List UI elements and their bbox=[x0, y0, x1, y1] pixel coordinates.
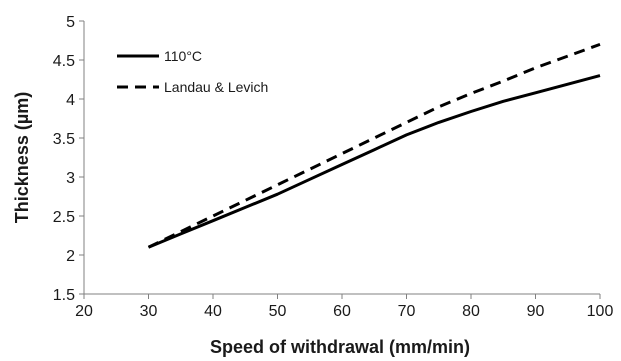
x-tick-label: 30 bbox=[140, 303, 158, 320]
y-tick-label: 3 bbox=[66, 170, 75, 187]
y-axis-title: Thickness (µm) bbox=[12, 92, 32, 223]
legend-label-landau-levich: Landau & Levich bbox=[164, 79, 268, 95]
x-tick-label: 20 bbox=[75, 303, 93, 320]
y-tick-label: 1.5 bbox=[53, 287, 75, 304]
x-tick-label: 60 bbox=[333, 303, 351, 320]
y-tick-labels: 1.5 2 2.5 3 3.5 4 4.5 5 bbox=[53, 14, 84, 304]
x-tick-label: 100 bbox=[587, 303, 614, 320]
x-tick-label: 50 bbox=[269, 303, 287, 320]
series-line-landau-levich bbox=[147, 42, 601, 249]
y-tick-label: 4 bbox=[66, 92, 75, 109]
y-tick-label: 2.5 bbox=[53, 209, 75, 226]
x-tick-labels: 20 30 40 50 60 70 80 90 100 bbox=[75, 294, 613, 320]
x-tick-label: 90 bbox=[527, 303, 545, 320]
y-tick-label: 4.5 bbox=[53, 53, 75, 70]
axes bbox=[83, 21, 600, 295]
y-tick-label: 5 bbox=[66, 14, 75, 31]
y-tick-label: 3.5 bbox=[53, 131, 75, 148]
legend-label-110c: 110°C bbox=[164, 48, 202, 64]
series-group bbox=[147, 42, 601, 249]
series-line-110c bbox=[147, 74, 601, 249]
x-tick-label: 40 bbox=[204, 303, 222, 320]
x-tick-label: 80 bbox=[462, 303, 480, 320]
x-tick-label: 70 bbox=[398, 303, 416, 320]
x-axis-title: Speed of withdrawal (mm/min) bbox=[210, 337, 470, 357]
y-tick-label: 2 bbox=[66, 248, 75, 265]
legend: 110°C Landau & Levich bbox=[117, 48, 268, 95]
